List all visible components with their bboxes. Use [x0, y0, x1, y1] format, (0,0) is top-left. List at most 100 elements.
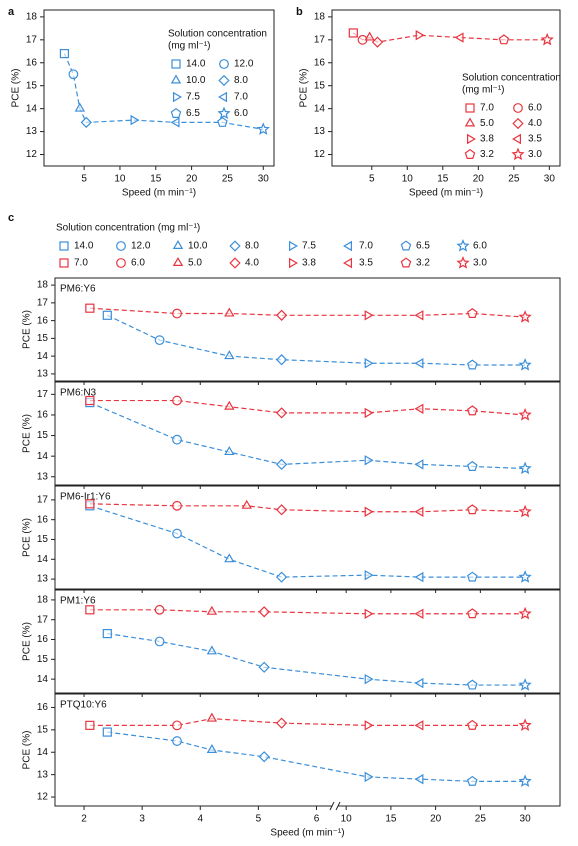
- marker: [85, 303, 95, 313]
- y-tick-label: 17: [314, 34, 326, 45]
- marker: [467, 460, 478, 471]
- marker: [224, 446, 235, 456]
- marker: [364, 310, 374, 321]
- marker: [172, 736, 182, 746]
- x-tick-label: 15: [385, 814, 397, 825]
- marker: [512, 133, 522, 145]
- legend-label: 6.0: [234, 108, 248, 119]
- legend-title: (mg ml⁻¹): [168, 41, 211, 52]
- marker: [513, 103, 523, 113]
- x-tick-label: 30: [544, 174, 556, 185]
- series-line: [352, 32, 548, 43]
- y-tick-label: 16: [37, 634, 49, 645]
- x-tick-label: 2: [81, 814, 87, 825]
- marker: [518, 407, 532, 421]
- series-line: [89, 307, 526, 318]
- marker: [465, 103, 475, 113]
- plot-frame: [43, 9, 275, 167]
- legend-label: 3.8: [480, 134, 494, 145]
- marker: [154, 636, 165, 647]
- y-axis-label: PCE (%): [11, 69, 22, 108]
- marker: [518, 504, 532, 518]
- marker: [154, 604, 165, 615]
- marker: [116, 258, 126, 268]
- marker: [219, 59, 229, 69]
- marker: [414, 459, 424, 470]
- series-line: [107, 731, 526, 782]
- marker: [130, 114, 140, 126]
- legend-label: 14.0: [74, 241, 94, 252]
- marker: [467, 405, 478, 416]
- plot-frame: [54, 693, 561, 807]
- series-line: [89, 718, 526, 726]
- legend-label: 5.0: [188, 258, 202, 269]
- marker: [258, 751, 270, 763]
- marker: [68, 69, 79, 80]
- panel-label: c: [8, 212, 14, 224]
- legend-label: 3.5: [359, 258, 373, 269]
- legend-label: 8.0: [245, 241, 259, 252]
- y-tick-label: 13: [37, 369, 49, 380]
- marker: [172, 395, 182, 406]
- marker: [275, 458, 288, 471]
- marker: [364, 720, 374, 731]
- legend-label: 12.0: [131, 241, 151, 252]
- series-line: [89, 399, 526, 416]
- marker: [74, 102, 86, 112]
- marker: [518, 358, 532, 371]
- y-axis-label: PCE (%): [22, 731, 33, 770]
- marker: [206, 645, 218, 655]
- marker: [289, 240, 298, 252]
- marker: [258, 606, 270, 618]
- marker: [170, 117, 180, 128]
- marker: [364, 407, 374, 419]
- marker: [467, 504, 478, 515]
- y-tick-label: 17: [26, 34, 38, 45]
- marker: [85, 720, 95, 730]
- x-tick-label: 4: [197, 814, 203, 825]
- y-axis-label: PCE (%): [22, 518, 33, 557]
- y-tick-label: 14: [37, 451, 49, 462]
- marker: [85, 499, 95, 509]
- marker: [224, 307, 235, 317]
- y-axis-label: PCE (%): [22, 414, 33, 453]
- y-tick-label: 14: [26, 103, 38, 114]
- x-tick-label: 20: [473, 174, 485, 185]
- marker: [364, 673, 374, 685]
- x-tick-label: 25: [222, 174, 234, 185]
- y-tick-label: 13: [37, 574, 49, 585]
- legend-label: 5.0: [480, 118, 494, 129]
- legend-label: 6.5: [186, 108, 200, 119]
- marker: [206, 605, 218, 615]
- x-tick-label: 15: [150, 174, 162, 185]
- marker: [171, 59, 181, 69]
- x-tick-label: 5: [81, 174, 87, 185]
- marker: [218, 91, 227, 103]
- marker: [59, 258, 69, 268]
- x-axis-label: Speed (m min⁻¹): [270, 828, 344, 839]
- marker: [217, 106, 231, 120]
- marker: [229, 257, 241, 269]
- series-line: [107, 314, 526, 366]
- marker: [518, 774, 532, 787]
- y-tick-label: 14: [37, 674, 49, 685]
- marker: [348, 28, 358, 38]
- marker: [116, 241, 126, 251]
- marker: [512, 117, 524, 130]
- marker: [414, 358, 424, 369]
- marker: [498, 34, 510, 45]
- marker: [275, 571, 288, 583]
- legend-label: 10.0: [186, 75, 206, 86]
- y-tick-label: 14: [314, 103, 326, 114]
- x-tick-label: 25: [475, 814, 487, 825]
- legend-label: 6.0: [131, 258, 145, 269]
- x-tick-label: 3: [139, 814, 145, 825]
- marker: [102, 310, 112, 320]
- legend-label: 12.0: [234, 59, 254, 70]
- legend-label: 14.0: [186, 59, 206, 70]
- marker: [258, 661, 270, 673]
- marker: [464, 117, 476, 127]
- marker: [467, 359, 478, 370]
- legend-label: 3.0: [528, 149, 542, 160]
- marker: [400, 240, 412, 251]
